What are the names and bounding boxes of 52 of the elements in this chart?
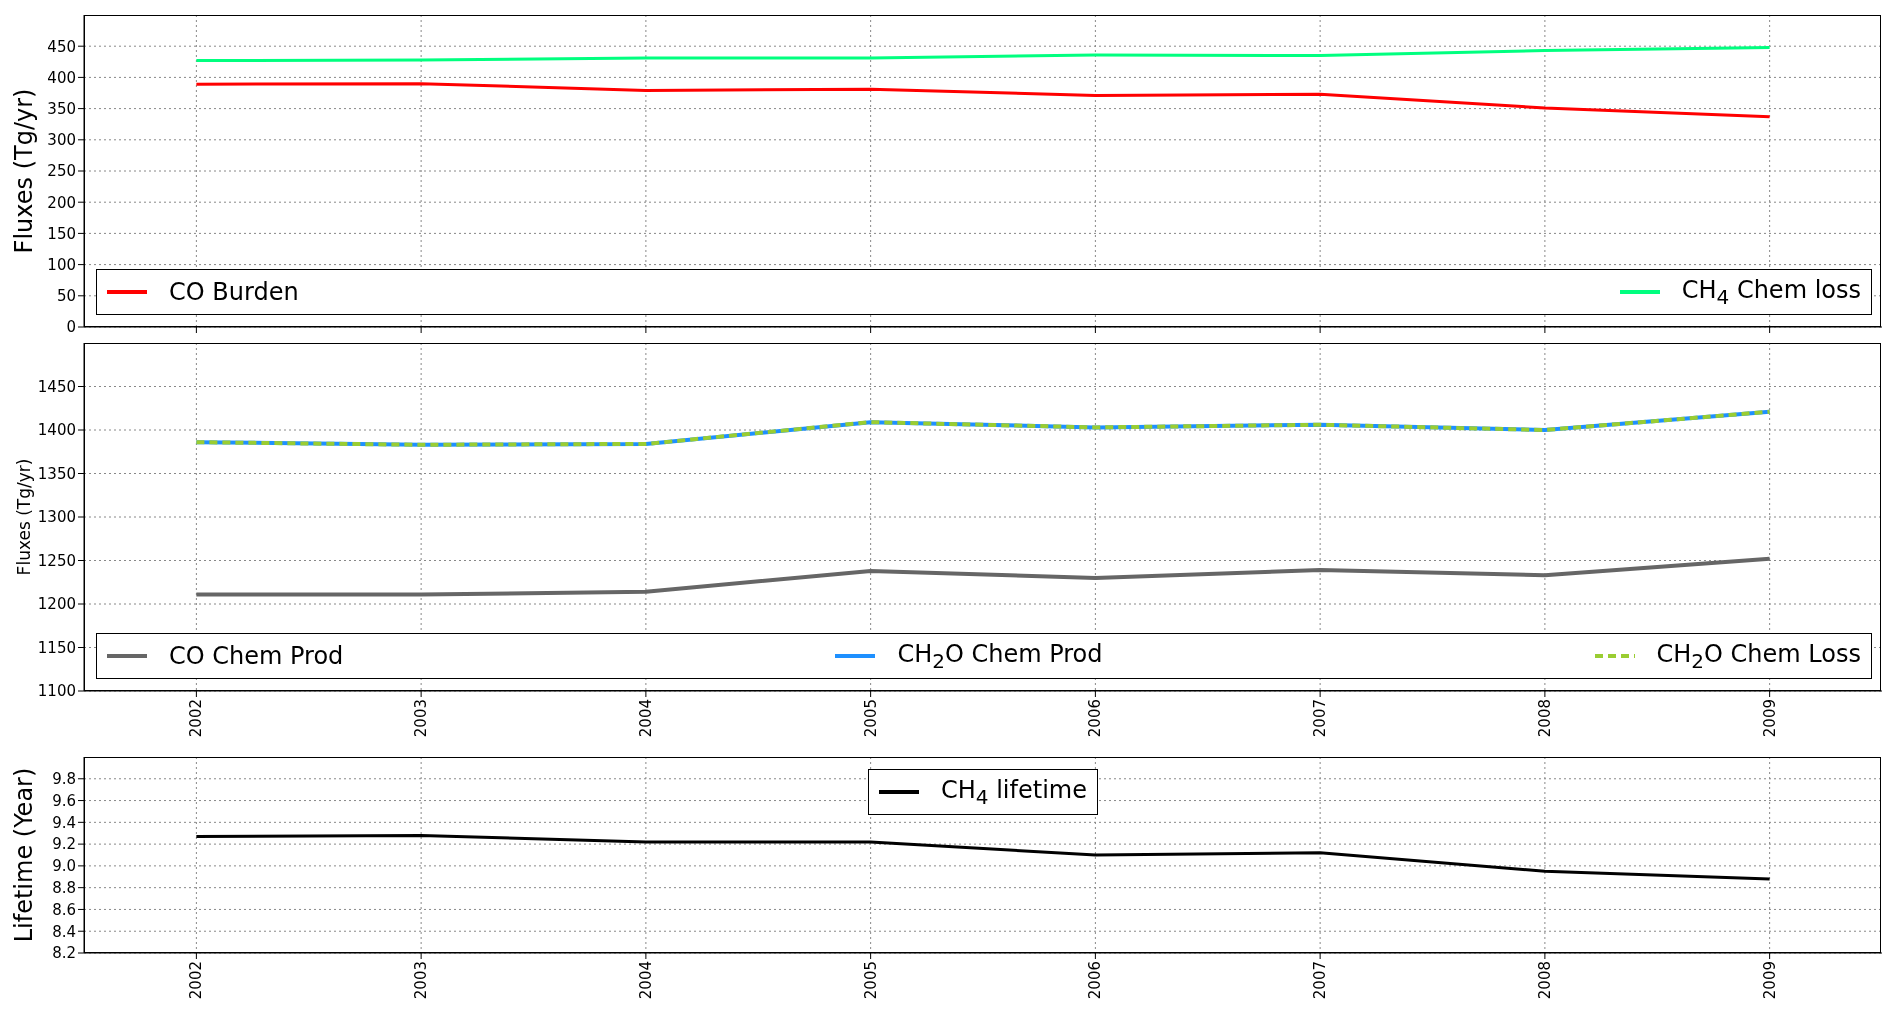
y-tick-label: 1100 bbox=[37, 682, 76, 701]
legend-label: CH$_{4}$ lifetime bbox=[941, 775, 1087, 809]
y-tick-label: 150 bbox=[47, 224, 76, 243]
x-tick-label: 2007 bbox=[1311, 699, 1330, 738]
y-tick-label: 9.6 bbox=[52, 791, 76, 810]
y-tick-label: 8.2 bbox=[52, 944, 76, 963]
y-tick-label: 50 bbox=[56, 287, 76, 306]
x-tick-label: 2005 bbox=[861, 699, 880, 738]
x-tick-label: 2008 bbox=[1535, 699, 1554, 738]
legend-label: CO Chem Prod bbox=[169, 642, 344, 670]
x-tick-label: 2004 bbox=[636, 961, 655, 1000]
y-tick-label: 1250 bbox=[37, 551, 76, 570]
y-tick-label: 9.8 bbox=[52, 770, 76, 789]
y-tick-label: 9.4 bbox=[52, 813, 76, 832]
x-tick-label: 2003 bbox=[412, 699, 431, 738]
y-tick-label: 250 bbox=[47, 162, 76, 181]
x-tick-label: 2002 bbox=[187, 961, 206, 1000]
y-tick-label: 9.0 bbox=[52, 857, 76, 876]
y-tick-label: 400 bbox=[47, 68, 76, 87]
legend-label: CH$_{2}$O Chem Prod bbox=[897, 639, 1103, 673]
y-tick-label: 200 bbox=[47, 193, 76, 212]
x-tick-label: 2009 bbox=[1760, 699, 1779, 738]
y-tick-label: 1350 bbox=[37, 464, 76, 483]
y-tick-label: 350 bbox=[47, 99, 76, 118]
y-tick-label: 8.8 bbox=[52, 878, 76, 897]
y-tick-label: 1300 bbox=[37, 508, 76, 527]
y-tick-label: 100 bbox=[47, 255, 76, 274]
y-tick-label: 8.4 bbox=[52, 922, 76, 941]
x-tick-label: 2008 bbox=[1535, 961, 1554, 1000]
y-tick-label: 1150 bbox=[37, 638, 76, 657]
y-axis-title: Fluxes (Tg/yr) bbox=[14, 458, 34, 576]
x-tick-label: 2007 bbox=[1311, 961, 1330, 1000]
y-tick-label: 1400 bbox=[37, 421, 76, 440]
y-tick-label: 1200 bbox=[37, 595, 76, 614]
y-tick-label: 450 bbox=[47, 37, 76, 56]
y-tick-label: 8.6 bbox=[52, 900, 76, 919]
x-tick-label: 2006 bbox=[1086, 699, 1105, 738]
x-tick-label: 2005 bbox=[861, 961, 880, 1000]
legend-label: CH$_{4}$ Chem loss bbox=[1681, 275, 1861, 309]
legend-label: CH$_{2}$O Chem Loss bbox=[1656, 639, 1861, 673]
y-tick-label: 300 bbox=[47, 131, 76, 150]
legend-label: CO Burden bbox=[169, 278, 299, 306]
y-tick-label: 9.2 bbox=[52, 835, 76, 854]
x-tick-label: 2003 bbox=[412, 961, 431, 1000]
x-tick-label: 2006 bbox=[1086, 961, 1105, 1000]
y-axis-title: Lifetime (Year) bbox=[10, 767, 38, 943]
x-tick-label: 2002 bbox=[187, 699, 206, 738]
y-tick-label: 1450 bbox=[37, 377, 76, 396]
y-axis-title: Fluxes (Tg/yr) bbox=[10, 88, 38, 254]
x-tick-label: 2004 bbox=[636, 699, 655, 738]
y-tick-label: 0 bbox=[66, 318, 76, 337]
x-tick-label: 2009 bbox=[1760, 961, 1779, 1000]
